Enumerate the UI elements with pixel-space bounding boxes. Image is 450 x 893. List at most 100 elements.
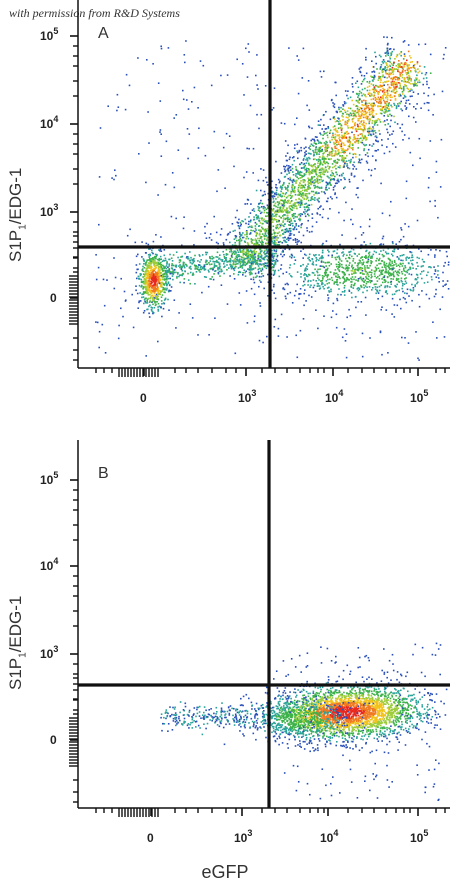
event-dot [375, 98, 377, 100]
event-dot [367, 105, 370, 107]
event-dot [254, 225, 257, 227]
event-dot [321, 283, 323, 286]
event-dot [375, 267, 378, 270]
event-dot [318, 288, 321, 290]
event-dot [375, 159, 377, 161]
event-dot [292, 189, 294, 192]
event-dot [372, 133, 375, 135]
event-dot [249, 225, 251, 228]
event-dot [394, 91, 397, 94]
event-dot [321, 148, 323, 151]
event-dot [338, 108, 340, 111]
event-dot [334, 159, 336, 162]
event-dot [143, 266, 146, 269]
event-dot [371, 112, 373, 114]
event-dot [296, 283, 298, 286]
event-dot [361, 101, 363, 103]
event-dot [232, 251, 235, 254]
event-dot [327, 144, 329, 146]
event-dot [219, 254, 221, 256]
event-dot [171, 260, 174, 262]
event-dot [408, 78, 410, 80]
event-dot [150, 306, 153, 309]
event-dot [317, 199, 319, 202]
event-dot [404, 280, 407, 283]
event-dot [290, 220, 293, 222]
event-dot [159, 129, 162, 131]
event-dot [378, 105, 381, 108]
event-dot [371, 257, 373, 259]
event-dot [311, 263, 314, 265]
event-dot [249, 249, 252, 251]
event-dot [316, 192, 318, 195]
event-dot [301, 196, 304, 199]
event-dot [339, 126, 342, 129]
event-dot [161, 315, 163, 318]
event-dot [286, 211, 288, 213]
event-dot [388, 95, 391, 97]
event-dot [275, 236, 277, 238]
event-dot [294, 212, 296, 215]
event-dot [331, 136, 333, 138]
event-dot [331, 197, 333, 200]
event-dot [308, 192, 310, 195]
event-dot [401, 130, 403, 133]
event-dot [389, 68, 391, 70]
event-dot [342, 116, 344, 118]
event-dot [439, 249, 441, 252]
event-dot [385, 280, 387, 283]
event-dot [366, 272, 369, 275]
event-dot [382, 269, 384, 271]
event-dot [343, 152, 345, 154]
event-dot [182, 89, 184, 92]
event-dot [289, 194, 292, 197]
event-dot [160, 45, 162, 48]
event-dot [406, 87, 409, 89]
event-dot [175, 251, 178, 253]
event-dot [420, 250, 422, 253]
event-dot [165, 271, 168, 273]
event-dot [308, 170, 310, 172]
event-dot [400, 51, 403, 53]
event-dot [210, 263, 213, 265]
event-dot [167, 298, 169, 301]
event-dot [304, 137, 307, 140]
event-dot [336, 158, 339, 161]
event-dot [434, 254, 436, 256]
event-dot [426, 101, 428, 104]
event-dot [199, 264, 201, 267]
event-dot [403, 270, 406, 272]
event-dot [398, 78, 401, 81]
event-dot [306, 188, 309, 190]
event-dot [362, 137, 365, 140]
event-dot [263, 228, 265, 231]
event-dot [397, 70, 399, 73]
event-dot [359, 116, 361, 118]
event-dot [392, 70, 395, 72]
event-dot [306, 196, 308, 198]
event-dot [311, 196, 313, 198]
event-dot [318, 192, 320, 194]
event-dot [213, 266, 216, 269]
event-dot [217, 261, 220, 264]
event-dot [279, 206, 282, 208]
event-dot [241, 249, 244, 252]
event-dot [409, 95, 412, 98]
event-dot [194, 267, 197, 270]
event-dot [322, 145, 324, 147]
event-dot [300, 265, 302, 267]
event-dot [281, 204, 284, 207]
event-dot [259, 235, 262, 238]
event-dot [297, 157, 299, 160]
event-dot [305, 159, 307, 161]
event-dot [378, 129, 380, 132]
event-dot [392, 76, 395, 79]
event-dot [271, 195, 274, 197]
event-dot [286, 214, 289, 217]
event-dot [232, 263, 235, 265]
event-dot [203, 264, 206, 266]
event-dot [361, 279, 364, 282]
event-dot [210, 84, 213, 87]
event-dot [153, 269, 155, 272]
event-dot [156, 276, 158, 279]
